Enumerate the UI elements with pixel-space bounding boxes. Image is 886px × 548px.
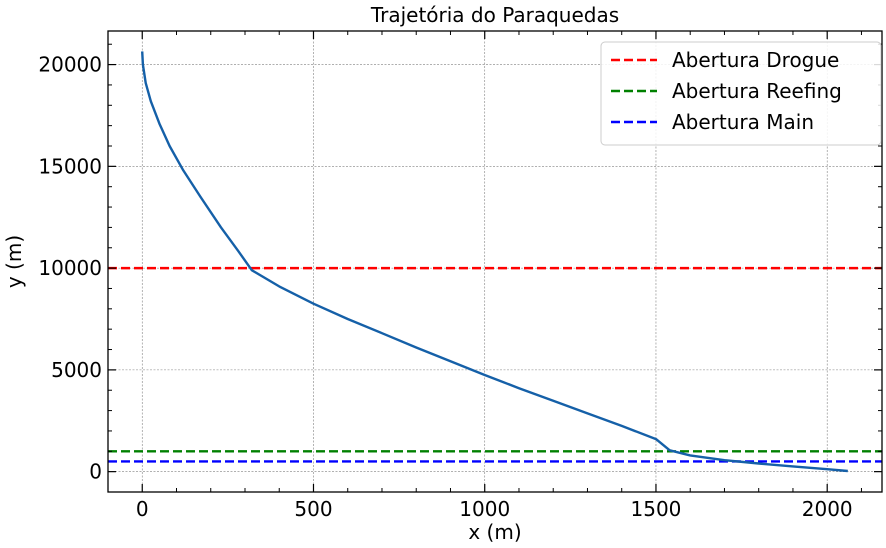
x-tick-label: 0 — [136, 497, 149, 521]
y-tick-label: 15000 — [38, 154, 102, 178]
trajectory-line — [141, 51, 848, 473]
x-tick-label: 500 — [294, 497, 332, 521]
legend: Abertura Drogue Abertura Reefing Abertura … — [600, 41, 882, 146]
y-tick-label: 10000 — [38, 256, 102, 280]
x-tick-label: 1500 — [631, 497, 682, 521]
legend-entry-label: Abertura Reefing — [672, 79, 842, 103]
legend-entry-label: Abertura Drogue — [672, 48, 839, 72]
x-tick-label: 2000 — [802, 497, 853, 521]
x-tick-label: 1000 — [459, 497, 510, 521]
legend-entry-label: Abertura Main — [672, 110, 814, 134]
legend-box — [600, 41, 882, 146]
y-tick-label: 0 — [89, 460, 102, 484]
reference-lines — [108, 266, 882, 463]
y-tick-label: 20000 — [38, 53, 102, 77]
plot-area-frame — [107, 30, 883, 493]
series — [141, 51, 848, 473]
y-axis-label: y (m) — [2, 235, 26, 288]
chart-title: Trajetória do Paraquedas — [370, 3, 619, 27]
x-axis-label: x (m) — [468, 520, 521, 544]
y-tick-label: 5000 — [51, 358, 102, 382]
